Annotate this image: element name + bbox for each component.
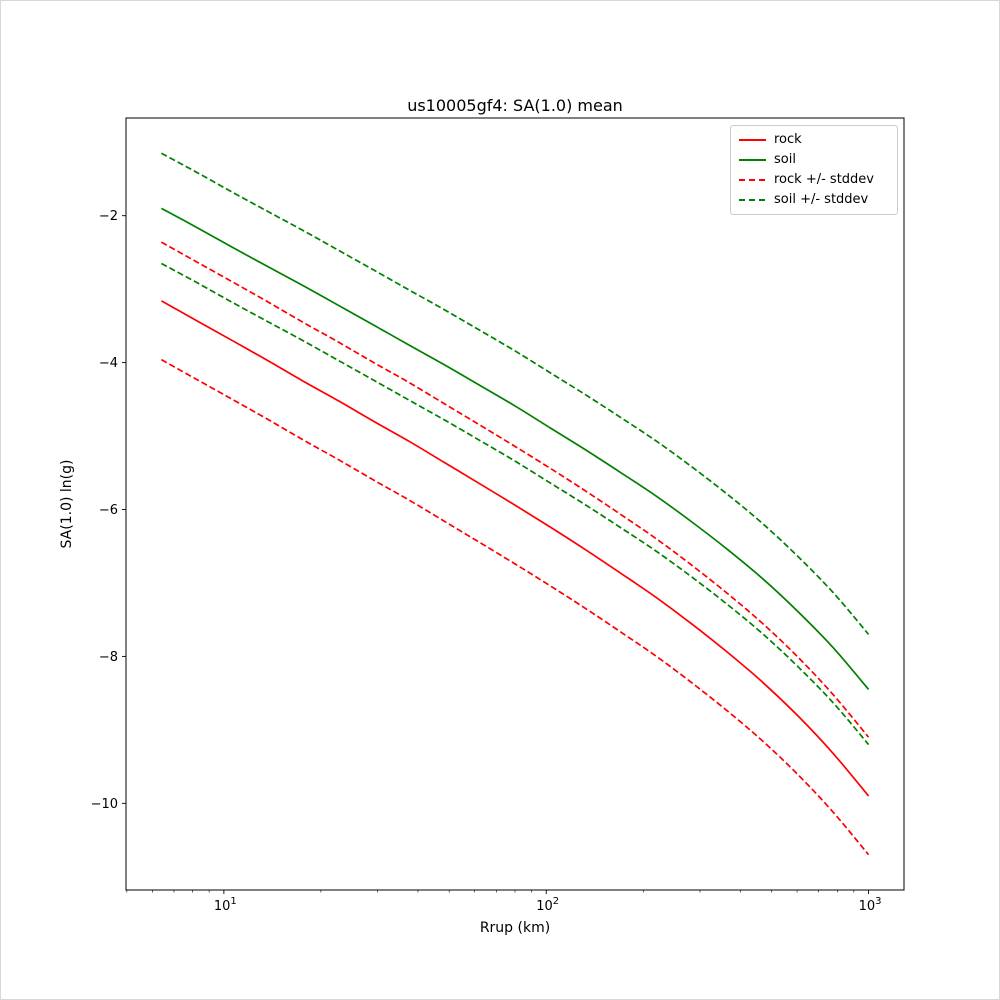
series-line-soil	[160, 207, 870, 691]
x-tick-label: 102	[536, 896, 559, 914]
legend-line-soil-stddev	[739, 199, 766, 201]
y-tick-label: −6	[99, 503, 118, 518]
y-tick-label: −4	[99, 356, 118, 371]
x-axis-label: Rrup (km)	[479, 920, 551, 936]
series-line-rock-stddev	[160, 241, 870, 738]
series-line-rock	[160, 300, 870, 797]
y-tick-label: −10	[91, 797, 118, 812]
y-tick-label: −8	[99, 650, 118, 665]
x-major-ticks: 101 102 103	[214, 890, 882, 914]
legend-item-rock: rock	[739, 130, 889, 150]
legend-label: soil +/- stddev	[774, 192, 869, 207]
series-line-soil-stddev	[160, 262, 870, 746]
legend: rock soil rock +/- stddev soil +/- stdde…	[730, 125, 898, 215]
legend-item-soil: soil	[739, 150, 889, 170]
legend-item-rock-stddev: rock +/- stddev	[739, 170, 889, 190]
legend-label: soil	[774, 152, 796, 167]
legend-label: rock +/- stddev	[774, 172, 874, 187]
series-line-rock-stddev	[160, 358, 870, 856]
series-line-soil-stddev	[160, 152, 870, 635]
legend-line-rock-stddev	[739, 179, 766, 181]
y-major-ticks: −2 −4 −6 −8 −10	[91, 209, 126, 812]
y-tick-label: −2	[99, 209, 118, 224]
y-axis-label: SA(1.0) ln(g)	[59, 459, 75, 549]
legend-label: rock	[774, 132, 802, 147]
chart-title: us10005gf4: SA(1.0) mean	[407, 96, 623, 115]
legend-item-soil-stddev: soil +/- stddev	[739, 190, 889, 210]
x-tick-label: 101	[214, 896, 237, 914]
legend-line-soil	[739, 159, 766, 161]
axes-frame	[125, 117, 905, 891]
legend-line-rock	[739, 139, 766, 141]
x-tick-label: 103	[859, 896, 882, 914]
